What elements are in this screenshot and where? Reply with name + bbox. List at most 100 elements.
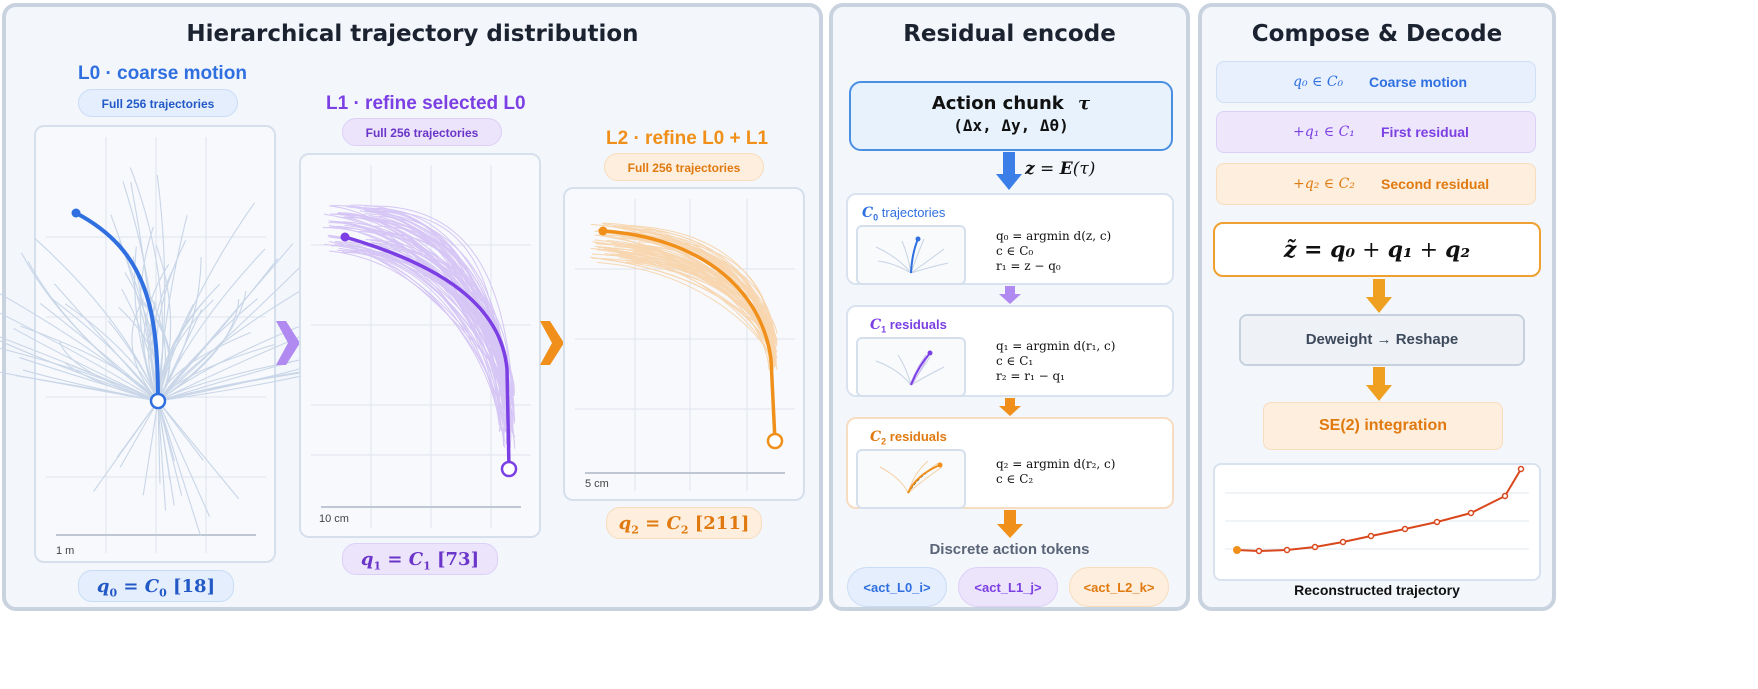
l1-selected-trajectory (344, 235, 511, 470)
arrow-down-icon (1366, 367, 1392, 401)
l0-trajectory-plot (0, 137, 381, 553)
l1-end-marker (500, 460, 518, 478)
sum-q0: q₀ (1330, 237, 1356, 263)
l2-trajectory-plot (575, 199, 795, 491)
l2-end-marker (766, 432, 784, 450)
c0-subscript: 0 (873, 212, 879, 223)
reconstructed-card: Reconstructed trajectory (1213, 463, 1541, 598)
q2-symbol: q (618, 513, 632, 534)
compose-row-coarse-label: Coarse motion (1369, 74, 1468, 90)
q0-symbol: q (96, 576, 110, 597)
l0-code-pill: q0 = C0 [18] (78, 570, 234, 602)
compose-row-coarse: q₀ ∈ C₀ Coarse motion (1216, 61, 1536, 103)
arrow-down-icon (996, 152, 1022, 190)
compose-decode-panel: Compose & Decode q₀ ∈ C₀ Coarse motion +… (1198, 3, 1556, 611)
l0-origin-marker (149, 392, 167, 410)
stage-c0-eq2: c ∈ C₀ (996, 244, 1034, 258)
stage-c1-equations: q₁ = argmin d(r₁, c) c ∈ C₁ r₂ = r₁ − q₁ (996, 339, 1115, 384)
token-l2: <act_L2_k> (1069, 567, 1169, 607)
stage-c1-eq1: q₁ = argmin d(r₁, c) (996, 339, 1116, 353)
sum-q1: q₁ (1387, 237, 1413, 263)
l0-scale-label: 1 m (56, 545, 75, 557)
stage-c2-label: residuals (889, 429, 947, 444)
c1-symbol: C (408, 549, 424, 570)
l0-pill: Full 256 trajectories (78, 89, 238, 117)
stage-c1-title: C1 residuals (870, 317, 947, 335)
encoder-arg: (τ) (1072, 159, 1096, 179)
l2-start-point (598, 226, 608, 236)
q1-equals: = (381, 549, 409, 570)
c2-symbol: C (870, 429, 882, 445)
arrow-down-icon (999, 286, 1021, 304)
sum-box: z̃ = q₀ + q₁ + q₂ (1213, 222, 1541, 277)
q0-index: [18] (166, 576, 216, 597)
l1-scale-label: 10 cm (319, 513, 349, 525)
l0-start-point (71, 208, 81, 218)
z-tilde: z̃ = (1283, 237, 1331, 263)
panel-title: Hierarchical trajectory distribution (186, 21, 639, 47)
sum-plus-1: + (1355, 238, 1388, 263)
chevron-right-icon (276, 321, 300, 365)
l0-plot-card: 1 m (0, 125, 381, 563)
compose-row-second-label: Second residual (1381, 176, 1490, 192)
c1-subscript: 1 (881, 324, 887, 335)
l2-scale-label: 5 cm (585, 478, 609, 490)
stage-c1-eq3: r₂ = r₁ − q₁ (996, 369, 1065, 383)
stage-c0-label: trajectories (881, 205, 946, 220)
stage-c2-eq2: c ∈ C₂ (996, 472, 1034, 486)
c0-subscript: 0 (159, 586, 167, 600)
z-symbol: z (1025, 159, 1035, 179)
l1-start-point (340, 232, 350, 242)
reconstructed-trajectory-plot (1225, 465, 1529, 555)
c2-subscript: 2 (680, 523, 689, 537)
l0-title: L0 · coarse motion (78, 63, 247, 84)
c2-subscript: 2 (881, 436, 887, 447)
stage-c0: C0 trajectories q₀ = argmin d(z, c) c ∈ … (846, 193, 1174, 285)
compose-row-first-label: First residual (1381, 124, 1469, 140)
stage-c0-eq3: r₁ = z − q₀ (996, 259, 1061, 273)
q1-subscript: 1 (373, 559, 382, 573)
stage-c2-equations: q₂ = argmin d(r₂, c) c ∈ C₂ (996, 457, 1115, 487)
q2-subscript: 2 (631, 523, 639, 537)
tokens-title: Discrete action tokens (929, 541, 1090, 558)
hierarchical-panel: Hierarchical trajectory distribution L0 … (0, 3, 823, 611)
deweight-reshape-box: Deweight → Reshape (1239, 314, 1525, 366)
tau-symbol: τ (1078, 93, 1091, 114)
stage-c0-thumbnail (856, 225, 966, 285)
l2-selected-trajectory (602, 229, 777, 442)
q1-symbol: q (360, 549, 374, 570)
encoder-equation: z = E(τ) (1025, 159, 1095, 179)
l0-selected-trajectory (75, 211, 160, 402)
arrow-down-icon (999, 398, 1021, 416)
c0-symbol: C (144, 576, 160, 597)
arrow-down-icon (1366, 279, 1392, 313)
stage-c0-title: C0 trajectories (862, 205, 945, 223)
q0-subscript: 0 (109, 586, 118, 600)
stage-c0-eq1: q₀ = argmin d(z, c) (996, 229, 1112, 243)
token-l0: <act_L0_i> (847, 567, 947, 607)
l2-title: L2 · refine L0 + L1 (606, 128, 769, 149)
compose-row-second-expr: +q₂ ∈ C₂ (1293, 176, 1355, 192)
encoder-E: E (1059, 159, 1073, 179)
arrow-down-icon (997, 510, 1023, 538)
l2-code-pill: q2 = C2 [211] (606, 507, 762, 539)
sum-plus-2: + (1412, 238, 1446, 263)
l1-trajectory-plot (311, 165, 531, 528)
action-chunk-dims: (Δx, Δy, Δθ) (953, 116, 1069, 135)
stage-c1-label: residuals (889, 317, 947, 332)
q2-index: [211] (688, 513, 750, 534)
compose-row-second-residual: +q₂ ∈ C₂ Second residual (1216, 163, 1536, 205)
stage-c2-title: C2 residuals (870, 429, 947, 447)
stage-c1-eq2: c ∈ C₁ (996, 354, 1034, 368)
token-l1: <act_L1_j> (958, 567, 1058, 607)
l1-pill: Full 256 trajectories (342, 118, 502, 146)
c1-symbol: C (870, 317, 882, 333)
q0-equals: = (117, 576, 145, 597)
c0-symbol: C (862, 205, 874, 221)
stage-c2-eq1: q₂ = argmin d(r₂, c) (996, 457, 1116, 471)
l1-code-pill: q1 = C1 [73] (342, 543, 498, 575)
q2-equals: = (638, 513, 667, 534)
stage-c1-thumbnail (856, 337, 966, 397)
stage-c2: C2 residuals q₂ = argmin d(r₂, c) c ∈ C₂ (846, 417, 1174, 509)
l1-title: L1 · refine selected L0 (326, 93, 526, 114)
